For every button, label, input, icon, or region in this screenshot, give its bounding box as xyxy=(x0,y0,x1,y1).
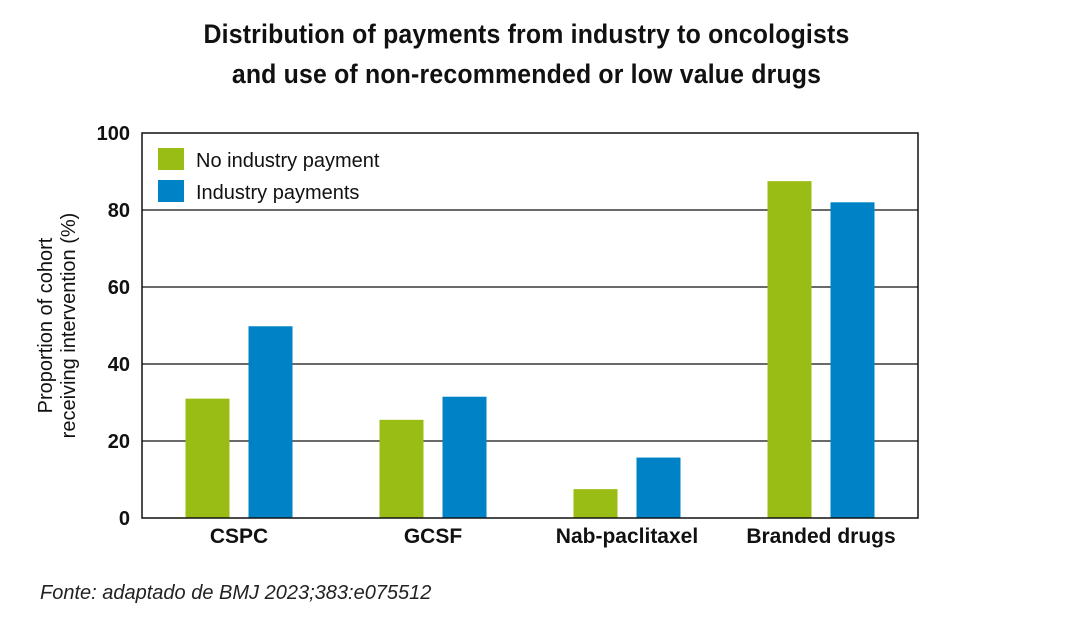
x-axis-labels: CSPC GCSF Nab-paclitaxel Branded drugs xyxy=(210,525,896,548)
bar-industry-payments-branded-drugs xyxy=(830,202,875,519)
bar-no-industry-payment-gcsf xyxy=(379,419,424,518)
x-category-label: Branded drugs xyxy=(746,525,895,548)
bar-industry-payments-gcsf xyxy=(442,396,487,518)
bar-no-industry-payment-nab-paclitaxel xyxy=(573,489,618,518)
legend-swatch-industry-payments xyxy=(158,180,184,202)
chart-title: Distribution of payments from industry t… xyxy=(42,14,1011,94)
bar-no-industry-payment-cspc xyxy=(185,398,230,518)
bars xyxy=(185,181,875,519)
legend: No industry payment Industry payments xyxy=(158,148,380,204)
x-category-label: CSPC xyxy=(210,525,268,548)
source-note: Fonte: adaptado de BMJ 2023;383:e075512 xyxy=(40,582,432,604)
x-category-label: Nab-paclitaxel xyxy=(556,525,698,548)
y-tick-label: 100 xyxy=(97,123,130,145)
chart-title-line-1: Distribution of payments from industry t… xyxy=(203,19,850,49)
y-tick-label: 60 xyxy=(108,277,130,299)
y-tick-label: 20 xyxy=(108,431,130,453)
bar-industry-payments-cspc xyxy=(248,326,293,518)
legend-swatch-no-industry-payment xyxy=(158,148,184,170)
y-axis-ticks: 0 20 40 60 80 100 xyxy=(97,123,130,530)
y-tick-label: 40 xyxy=(108,354,130,376)
legend-label: No industry payment xyxy=(196,150,380,172)
y-tick-label: 0 xyxy=(119,508,130,530)
bar-industry-payments-nab-paclitaxel xyxy=(636,457,681,518)
chart-title-line-2: and use of non-recommended or low value … xyxy=(231,59,822,89)
plot-frame xyxy=(141,132,919,519)
bar-no-industry-payment-branded-drugs xyxy=(767,181,812,518)
y-tick-label: 80 xyxy=(108,200,130,222)
y-axis-label-line-1: Proportion of cohort xyxy=(35,237,57,413)
x-category-label: GCSF xyxy=(404,525,463,548)
legend-label: Industry payments xyxy=(196,182,359,204)
y-axis-label-line-2: receiving intervention (%) xyxy=(58,213,80,439)
